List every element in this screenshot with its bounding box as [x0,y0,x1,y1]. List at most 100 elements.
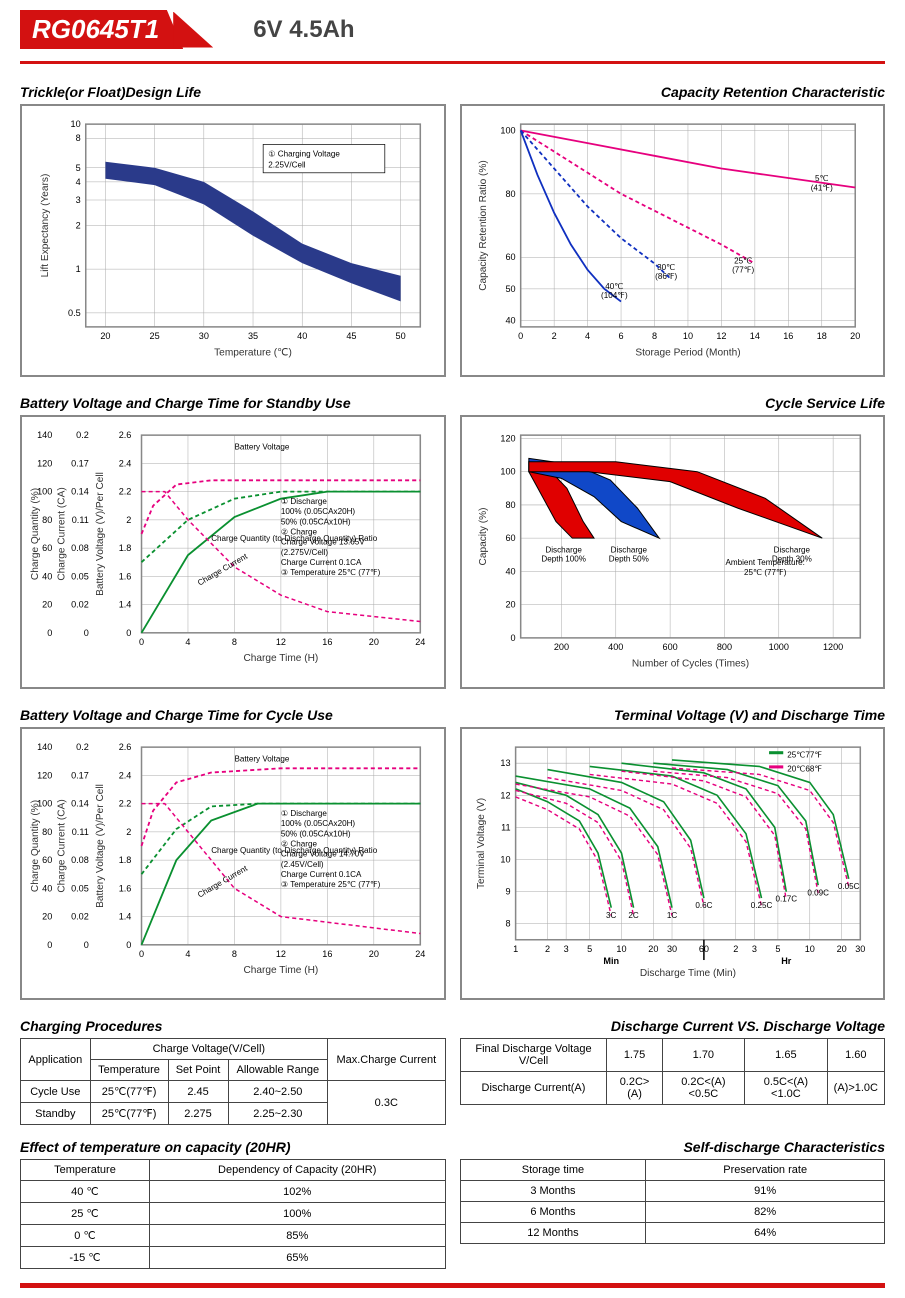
footer-bar [20,1283,885,1288]
svg-text:0.14: 0.14 [71,487,89,497]
svg-text:3: 3 [76,195,81,205]
table-charging: Application Charge Voltage(V/Cell) Max.C… [20,1038,446,1125]
svg-text:40: 40 [42,883,52,893]
svg-text:40℃: 40℃ [605,282,623,291]
cell: 2.25~2.30 [228,1103,328,1125]
th-temp: Temperature [90,1060,168,1081]
svg-text:13: 13 [500,758,510,768]
cell: 6 Months [460,1202,646,1223]
cell: 25℃(77℉) [90,1081,168,1103]
chart2-title: Capacity Retention Characteristic [460,84,886,100]
svg-text:20: 20 [850,331,860,341]
svg-text:Discharge: Discharge [545,546,582,555]
svg-text:140: 140 [37,742,52,752]
svg-text:0.17: 0.17 [71,770,89,780]
chart6-title: Terminal Voltage (V) and Discharge Time [460,707,886,723]
svg-text:11: 11 [501,822,510,832]
svg-text:80: 80 [42,515,52,525]
svg-text:2.4: 2.4 [119,459,132,469]
svg-text:50: 50 [396,331,406,341]
svg-text:50% (0.05CAx10H): 50% (0.05CAx10H) [281,518,351,527]
svg-text:Capacity (%): Capacity (%) [478,508,489,566]
svg-text:3: 3 [751,944,756,954]
svg-text:60: 60 [505,534,515,544]
cell: 12 Months [460,1223,646,1244]
svg-text:30℃: 30℃ [657,263,675,272]
svg-text:10: 10 [616,944,626,954]
svg-text:0.5: 0.5 [68,308,81,318]
chart3-title: Battery Voltage and Charge Time for Stan… [20,395,446,411]
svg-text:16: 16 [783,331,793,341]
th-max: Max.Charge Current [328,1039,445,1081]
svg-text:Charge Time (H): Charge Time (H) [243,965,318,976]
svg-text:(77℉): (77℉) [732,266,754,275]
svg-text:3: 3 [563,944,568,954]
svg-text:30: 30 [855,944,865,954]
svg-text:2.4: 2.4 [119,770,132,780]
cell: 1.75 [607,1039,662,1072]
cell: Standby [21,1103,91,1125]
svg-text:0.09C: 0.09C [807,888,829,897]
svg-text:0.05: 0.05 [71,883,89,893]
svg-text:2: 2 [126,515,131,525]
svg-text:0: 0 [126,628,131,638]
svg-text:2: 2 [126,827,131,837]
table-temp: TemperatureDependency of Capacity (20HR)… [20,1159,446,1269]
svg-text:20: 20 [100,331,110,341]
svg-text:30: 30 [666,944,676,954]
cell: 0.2C>(A) [607,1072,662,1105]
svg-text:60: 60 [42,544,52,554]
svg-text:2: 2 [544,944,549,954]
cell: 91% [646,1181,885,1202]
chart5-title: Battery Voltage and Charge Time for Cycl… [20,707,446,723]
svg-text:0.05: 0.05 [71,572,89,582]
svg-text:20: 20 [836,944,846,954]
svg-text:1.6: 1.6 [119,572,132,582]
svg-text:10: 10 [682,331,692,341]
svg-text:8: 8 [232,949,237,959]
svg-text:③ Temperature 25℃ (77℉): ③ Temperature 25℃ (77℉) [281,880,381,889]
svg-text:2.6: 2.6 [119,431,132,441]
svg-text:0.11: 0.11 [72,515,89,525]
chart4-title: Cycle Service Life [460,395,886,411]
svg-text:140: 140 [37,431,52,441]
svg-text:10: 10 [500,854,510,864]
table-row: -15 ℃65% [21,1247,446,1269]
svg-text:Capacity Retention Ratio (%): Capacity Retention Ratio (%) [478,160,489,291]
svg-text:40: 40 [505,316,515,326]
svg-text:Number of Cycles (Times): Number of Cycles (Times) [631,659,748,670]
svg-text:30: 30 [199,331,209,341]
svg-text:100% (0.05CAx20H): 100% (0.05CAx20H) [281,508,356,517]
table-self-title: Self-discharge Characteristics [460,1139,886,1155]
svg-text:Storage Period (Month): Storage Period (Month) [635,347,740,358]
svg-text:Ambient Temperature:: Ambient Temperature: [725,558,804,567]
panel-standby-charge: Battery Voltage and Charge Time for Stan… [20,395,446,688]
svg-text:0.08: 0.08 [71,855,89,865]
cell: -15 ℃ [21,1247,150,1269]
svg-text:40: 40 [42,572,52,582]
svg-text:25℃: 25℃ [734,257,752,266]
svg-text:2.25V/Cell: 2.25V/Cell [268,161,306,170]
svg-text:0.14: 0.14 [71,799,89,809]
cell: 1.70 [662,1039,745,1072]
svg-text:16: 16 [322,949,332,959]
svg-text:Charge Current: Charge Current [196,863,249,899]
svg-text:50: 50 [505,284,515,294]
table-charging-title: Charging Procedures [20,1018,446,1034]
model-badge: RG0645T1 [20,10,183,49]
svg-text:0.02: 0.02 [71,600,89,610]
svg-text:Charge Time (H): Charge Time (H) [243,654,318,665]
svg-text:100% (0.05CAx20H): 100% (0.05CAx20H) [281,819,356,828]
svg-text:6: 6 [618,331,623,341]
svg-text:Charge Current (CA): Charge Current (CA) [56,488,67,581]
svg-text:0.02: 0.02 [71,911,89,921]
svg-text:Charge Voltage 14.70V: Charge Voltage 14.70V [281,849,365,858]
svg-text:12: 12 [500,790,510,800]
svg-text:② Charge: ② Charge [281,839,318,848]
svg-text:8: 8 [651,331,656,341]
chart2-svg: 02468101214161820405060801005℃(41℉)25℃(7… [470,114,876,367]
cell: 0.3C [328,1081,445,1125]
chart6-svg: 12351020306023510203089101112133C2C1C0.6… [470,737,876,990]
cell: Discharge Current(A) [460,1072,607,1105]
svg-text:8: 8 [76,133,81,143]
